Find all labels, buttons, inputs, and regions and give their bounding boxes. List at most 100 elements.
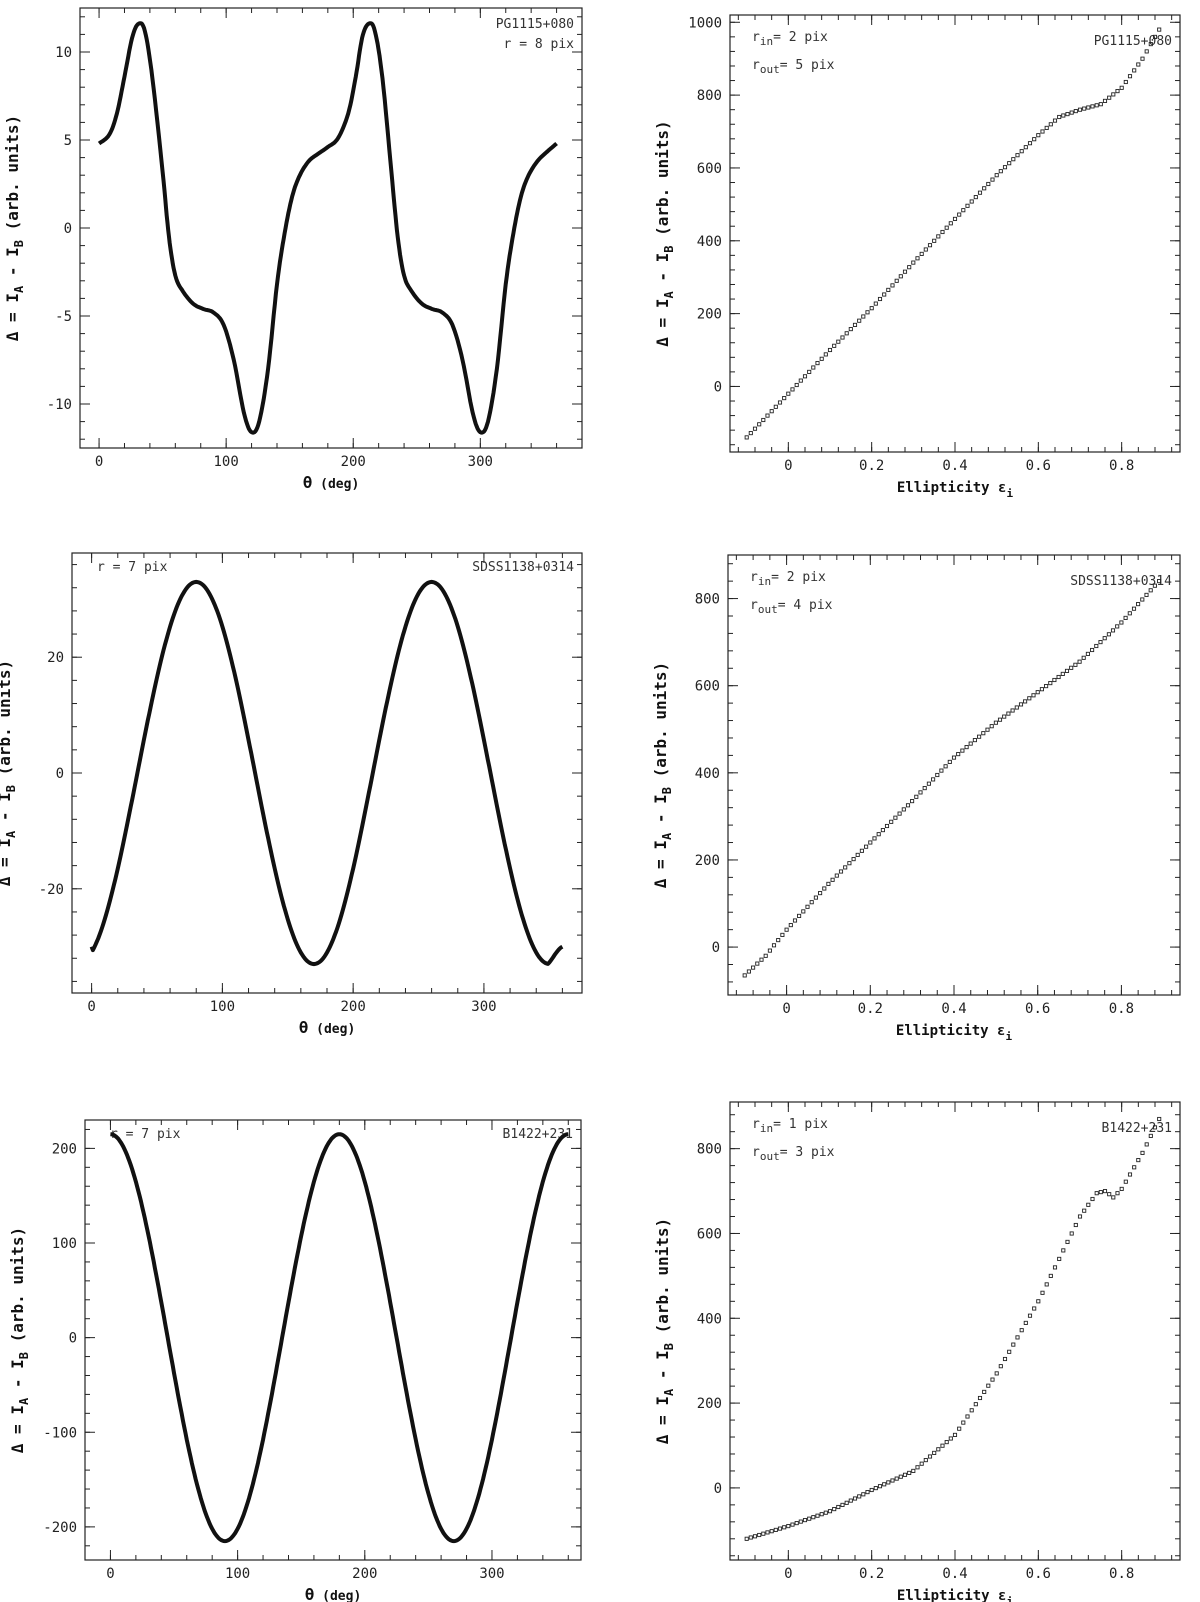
panel-2-ytick-label: 0	[714, 379, 722, 395]
panel-6-data-point	[982, 1389, 987, 1394]
panel-4-data-point	[897, 811, 902, 816]
panel-6-data-point	[923, 1458, 928, 1463]
panel-6-data-point	[919, 1461, 924, 1466]
panel-4-data-point	[1069, 665, 1074, 670]
panel-4-data-point	[851, 857, 856, 862]
panel-6-data-point	[1090, 1196, 1095, 1202]
panel-6-data-point	[940, 1443, 945, 1448]
panel-2-data-point	[982, 186, 987, 191]
panel-6-data-point	[840, 1502, 845, 1507]
panel-1: 0 100 200 300 -10 -5 0 5 10 θ (deg) Δ = IA - IB (a…	[3, 7, 583, 492]
panel-6-data-point	[844, 1500, 849, 1505]
panel-2-data-point	[1111, 92, 1116, 97]
panel-4-data-point	[1106, 632, 1111, 637]
panel-4-data-point	[1090, 647, 1095, 653]
panel-2-data-point	[965, 203, 970, 208]
panel-2-data-point	[798, 378, 803, 383]
panel-4-data-point	[767, 948, 772, 953]
panel-1-ytick-label: -10	[47, 397, 72, 413]
panel-4-data-point	[843, 865, 848, 870]
panel-6-data-point	[1098, 1190, 1103, 1195]
panel-2-data-point	[923, 247, 928, 252]
panel-2-data-point	[1011, 157, 1016, 162]
panel-3-object-label: SDSS1138+0314	[472, 560, 574, 575]
panel-6-data-point	[1111, 1195, 1116, 1200]
panel-6-data-point	[752, 1534, 758, 1539]
panel-5-xtick-label: 100	[225, 1566, 250, 1582]
panel-2-data-point	[836, 339, 841, 344]
panel-2-data-point	[902, 269, 908, 274]
panel-2-data-point	[961, 208, 966, 213]
panel-4-data-point	[997, 717, 1003, 722]
panel-4-annotation-rin: rin= 2 pix	[750, 570, 826, 588]
panel-4-data-point	[943, 764, 948, 769]
panel-6-data-point	[1011, 1342, 1016, 1347]
panel-2-data-point	[1023, 145, 1028, 150]
panel-6-data-point	[898, 1474, 903, 1479]
panel-3-ytick-label: 0	[56, 766, 64, 782]
panel-6-data-point	[1123, 1179, 1128, 1184]
panel-4-data-point	[759, 957, 764, 962]
panel-6-data-point	[861, 1492, 866, 1497]
panel-6-data-point	[748, 1535, 753, 1540]
panel-2-data-point	[998, 169, 1003, 174]
panel-4-data-point	[1148, 588, 1153, 593]
panel-4-data-point	[859, 848, 864, 853]
panel-4-data-point	[1136, 602, 1141, 607]
panel-6-data-point	[1007, 1349, 1012, 1354]
panel-4-data-point	[1157, 579, 1162, 584]
panel-6-data-point	[932, 1450, 937, 1455]
panel-4-data-point	[1039, 687, 1044, 692]
panel-6-data-point	[744, 1536, 749, 1541]
panel-2-data-point	[1115, 89, 1120, 94]
panel-4-annotation-rout: rout= 4 pix	[750, 598, 833, 616]
panel-4-ytick-label: 400	[695, 766, 720, 782]
panel-6-data-point	[948, 1436, 953, 1441]
panel-6-data-point	[902, 1472, 908, 1477]
panel-5-y-axis-title: Δ = IA - IB (arb. units)	[8, 1227, 31, 1453]
panel-6-data-point	[944, 1440, 949, 1445]
panel-6-data-point	[777, 1526, 783, 1531]
panel-2-data-point	[969, 199, 974, 204]
panel-2-data-point	[1019, 149, 1024, 154]
panel-2-data-point	[882, 292, 887, 297]
panel-4-data-point	[1131, 606, 1137, 611]
panel-2-data-point	[1148, 42, 1153, 47]
panel-4-data-point	[931, 777, 936, 782]
panel-1-ytick-label: 10	[55, 45, 72, 61]
panel-4: 0 0.2 0.4 0.6 0.8 0 200 400 600 800 Ellipticity εi…	[651, 554, 1181, 1043]
panel-2-data-point	[932, 238, 937, 243]
panel-6-data-point	[1082, 1208, 1087, 1213]
panel-6-data-point	[977, 1395, 983, 1401]
panel-2-data-point	[1090, 104, 1095, 109]
panel-2-xtick-label: 0.8	[1109, 458, 1134, 474]
panel-4-data-point	[981, 731, 986, 736]
panel-6-data-point	[823, 1510, 828, 1515]
panel-6-data-point	[1027, 1313, 1033, 1318]
panel-6-frame	[729, 1101, 1181, 1561]
panel-6-data-point	[911, 1468, 916, 1473]
panel-2-data-point	[819, 356, 824, 361]
panel-6-data-point	[1115, 1191, 1120, 1196]
panel-2-data-point	[1094, 103, 1099, 108]
panel-6-data-point	[786, 1524, 791, 1529]
panel-6-y-axis-title: Δ = IA - IB (arb. units)	[653, 1218, 676, 1444]
panel-3-series-line	[89, 579, 564, 967]
panel-6-data-point	[1107, 1192, 1112, 1197]
panel-3-x-axis-title: θ (deg)	[299, 1018, 356, 1037]
panel-6-data-point	[819, 1512, 824, 1517]
panel-4-data-point	[968, 741, 973, 746]
panel-5-ytick-label: 200	[52, 1141, 77, 1157]
panel-6-xtick-label: 0	[784, 1566, 792, 1582]
panel-4-data-point	[972, 738, 977, 743]
panel-2-data-point	[757, 422, 762, 427]
panel-4-data-point	[805, 904, 810, 909]
panel-5-x-axis-title: θ (deg)	[305, 1585, 362, 1602]
panel-6-data-point	[807, 1516, 812, 1521]
panel-4-xtick-label: 0.4	[941, 1001, 966, 1017]
panel-4-data-point	[1115, 624, 1120, 629]
panel-4-data-point	[935, 772, 940, 778]
panel-5-ytick-label: -100	[43, 1425, 77, 1441]
panel-4-data-point	[1010, 708, 1015, 713]
panel-2-data-point	[1098, 102, 1103, 107]
